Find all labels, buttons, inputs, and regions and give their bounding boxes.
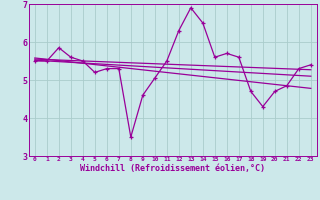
- X-axis label: Windchill (Refroidissement éolien,°C): Windchill (Refroidissement éolien,°C): [80, 164, 265, 173]
